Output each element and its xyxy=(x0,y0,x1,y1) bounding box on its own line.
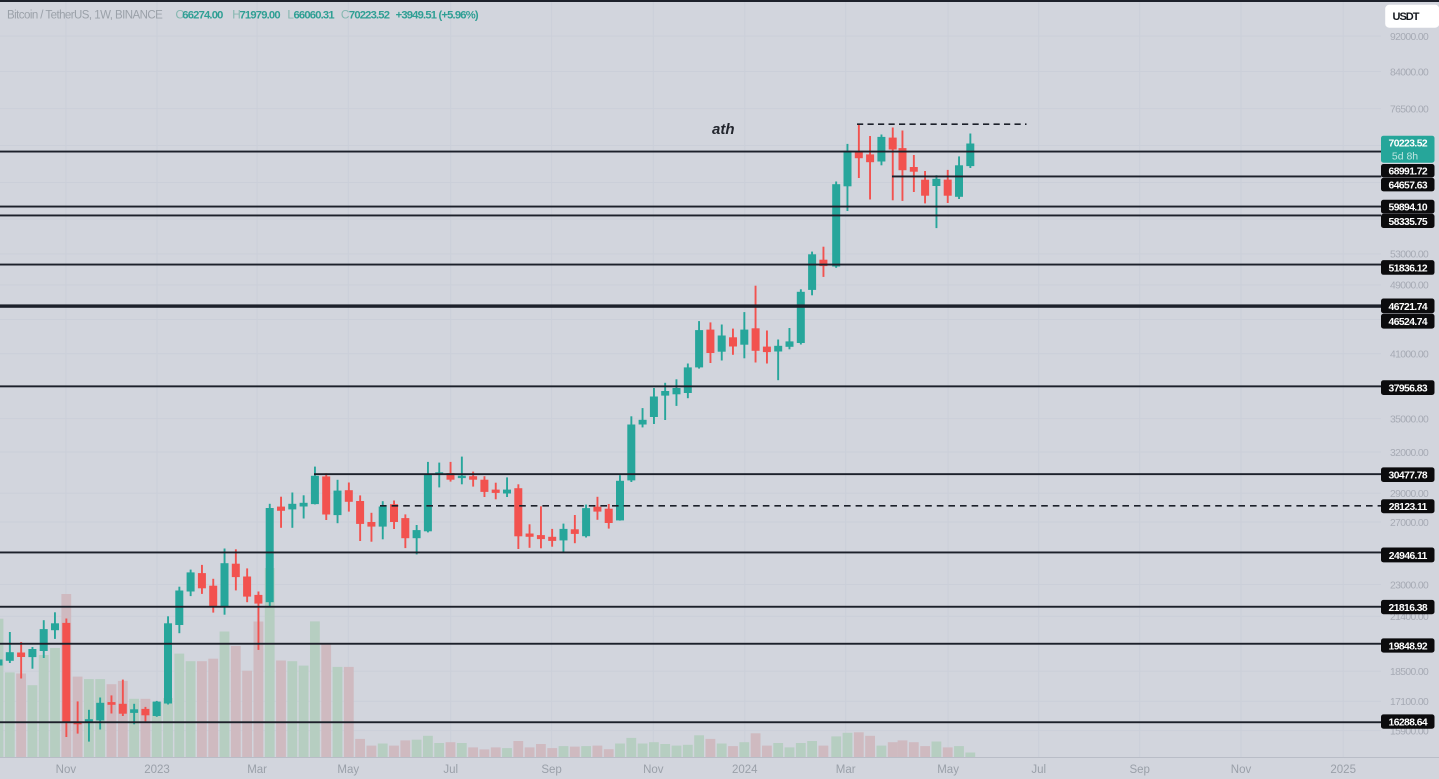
svg-text:68991.72: 68991.72 xyxy=(1389,167,1428,178)
svg-text:C: C xyxy=(341,8,350,22)
svg-text:29000.00: 29000.00 xyxy=(1390,489,1429,500)
svg-text:17100.00: 17100.00 xyxy=(1390,697,1429,708)
svg-text:70223.52: 70223.52 xyxy=(1389,139,1428,150)
svg-text:ath: ath xyxy=(712,121,735,138)
svg-text:66060.31: 66060.31 xyxy=(294,10,335,22)
svg-text:51836.12: 51836.12 xyxy=(1389,264,1428,275)
svg-text:21816.38: 21816.38 xyxy=(1389,603,1428,614)
svg-text:41000.00: 41000.00 xyxy=(1390,350,1429,361)
svg-text:L: L xyxy=(287,8,294,22)
svg-text:46721.74: 46721.74 xyxy=(1389,302,1428,313)
svg-text:46524.74: 46524.74 xyxy=(1389,317,1428,328)
svg-text:2025: 2025 xyxy=(1330,764,1356,776)
svg-text:Mar: Mar xyxy=(836,764,856,776)
svg-text:16288.64: 16288.64 xyxy=(1389,718,1428,729)
svg-text:32000.00: 32000.00 xyxy=(1390,448,1429,459)
svg-text:59894.10: 59894.10 xyxy=(1389,203,1428,214)
svg-text:+3949.51 (+5.96%): +3949.51 (+5.96%) xyxy=(396,10,479,22)
svg-text:Jul: Jul xyxy=(1031,764,1046,776)
svg-text:76500.00: 76500.00 xyxy=(1390,104,1429,115)
svg-text:15900.00: 15900.00 xyxy=(1390,726,1429,737)
svg-text:Sep: Sep xyxy=(1129,764,1149,776)
svg-text:O: O xyxy=(176,8,185,22)
svg-text:Nov: Nov xyxy=(56,764,77,776)
svg-text:5d 8h: 5d 8h xyxy=(1392,150,1418,162)
svg-text:Mar: Mar xyxy=(247,764,267,776)
svg-text:66274.00: 66274.00 xyxy=(182,10,223,22)
svg-text:Sep: Sep xyxy=(541,764,561,776)
svg-text:Bitcoin / TetherUS, 1W, BINANC: Bitcoin / TetherUS, 1W, BINANCE xyxy=(7,10,163,22)
svg-text:USDT: USDT xyxy=(1393,11,1420,23)
svg-text:49000.00: 49000.00 xyxy=(1390,281,1429,292)
svg-text:2024: 2024 xyxy=(732,764,758,776)
svg-text:92000.00: 92000.00 xyxy=(1390,32,1429,43)
svg-text:2023: 2023 xyxy=(144,764,170,776)
svg-text:May: May xyxy=(337,764,359,776)
svg-text:18500.00: 18500.00 xyxy=(1390,667,1429,678)
svg-text:58335.75: 58335.75 xyxy=(1389,217,1428,228)
svg-text:53000.00: 53000.00 xyxy=(1390,250,1429,261)
svg-text:Nov: Nov xyxy=(1231,764,1252,776)
svg-text:71979.00: 71979.00 xyxy=(240,10,281,22)
svg-text:Nov: Nov xyxy=(643,764,664,776)
svg-text:23000.00: 23000.00 xyxy=(1390,580,1429,591)
svg-text:19848.92: 19848.92 xyxy=(1389,642,1428,653)
svg-text:30477.78: 30477.78 xyxy=(1389,471,1428,482)
svg-text:May: May xyxy=(937,764,959,776)
svg-text:84000.00: 84000.00 xyxy=(1390,67,1429,78)
svg-text:24946.11: 24946.11 xyxy=(1389,551,1428,562)
svg-text:28123.11: 28123.11 xyxy=(1389,502,1428,513)
svg-text:H: H xyxy=(232,8,241,22)
svg-text:37956.83: 37956.83 xyxy=(1389,384,1428,395)
svg-text:70223.52: 70223.52 xyxy=(349,10,390,22)
svg-text:27000.00: 27000.00 xyxy=(1390,518,1429,529)
svg-text:64657.63: 64657.63 xyxy=(1389,181,1428,192)
svg-text:Jul: Jul xyxy=(443,764,458,776)
svg-text:35000.00: 35000.00 xyxy=(1390,414,1429,425)
svg-text:21400.00: 21400.00 xyxy=(1390,612,1429,623)
